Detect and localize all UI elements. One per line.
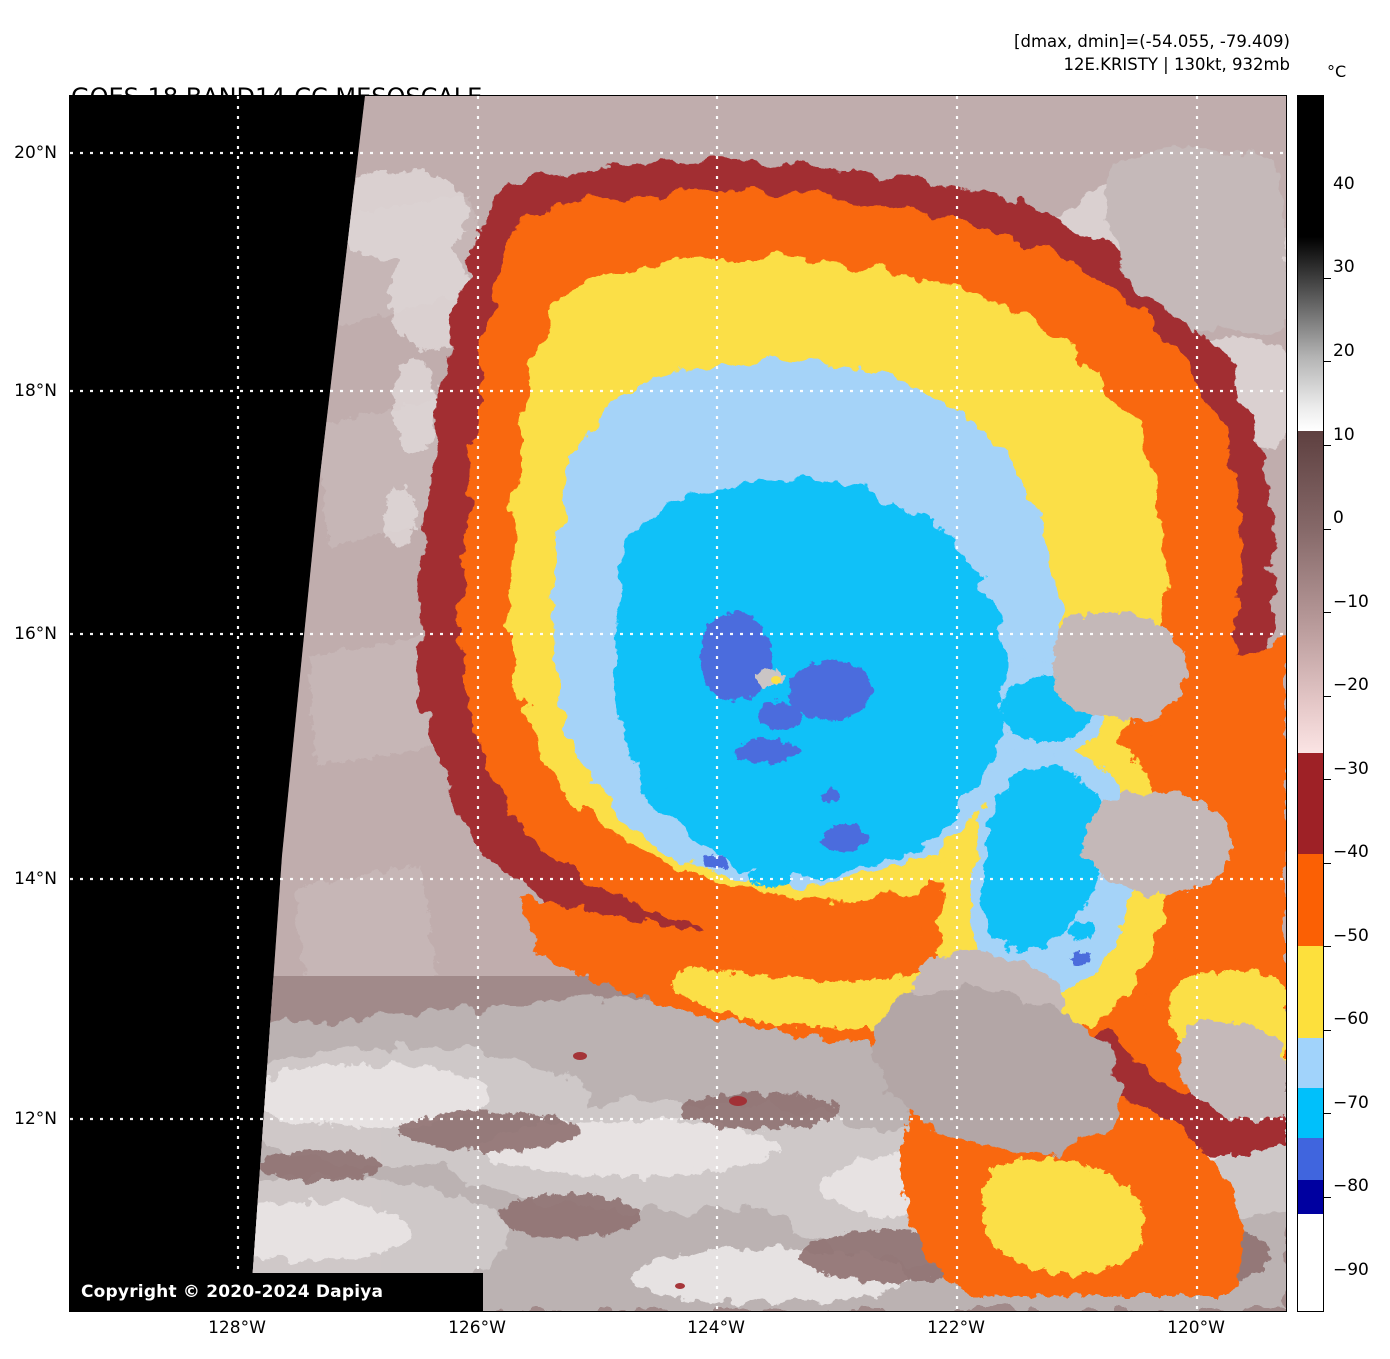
ytick-label-18n: 18°N <box>14 381 57 401</box>
cbar-label-40: 40 <box>1333 174 1355 194</box>
data-minmax-label: [dmax, dmin]=(-54.055, -79.409) <box>1014 32 1290 51</box>
cbar-tick-mark-m70 <box>1323 1197 1331 1199</box>
ytick-label-12n: 12°N <box>14 1109 57 1129</box>
colorbar-units-label: °C <box>1327 62 1347 81</box>
cbar-tick-mark-40 <box>1323 278 1331 280</box>
ytick-label-16n: 16°N <box>14 624 57 644</box>
cbar-label-m50: −50 <box>1333 926 1369 946</box>
xtick-label-120w: 120°W <box>1167 1318 1225 1338</box>
storm-info-label: 12E.KRISTY | 130kt, 932mb <box>1063 55 1290 74</box>
cbar-label-20: 20 <box>1333 341 1355 361</box>
cbar-tick-mark-m30 <box>1323 863 1331 865</box>
colorbar[interactable] <box>1297 95 1324 1312</box>
cbar-tick-mark-m50 <box>1323 1030 1331 1032</box>
cbar-label-m60: −60 <box>1333 1009 1369 1029</box>
cbar-tick-mark-0 <box>1323 612 1331 614</box>
cbar-label-m90: −90 <box>1333 1260 1369 1280</box>
xtick-label-122w: 122°W <box>927 1318 985 1338</box>
cbar-tick-mark-m10 <box>1323 696 1331 698</box>
colorbar-gradient <box>1298 96 1323 1311</box>
cbar-label-m20: −20 <box>1333 675 1369 695</box>
graticule <box>70 96 1286 1311</box>
cbar-tick-mark-10 <box>1323 529 1331 531</box>
cbar-label-30: 30 <box>1333 257 1355 277</box>
metadata-block: [dmax, dmin]=(-54.055, -79.409) 12E.KRIS… <box>1014 30 1290 76</box>
cbar-tick-mark-m60 <box>1323 1113 1331 1115</box>
cbar-tick-mark-m40 <box>1323 946 1331 948</box>
satellite-image-plot[interactable]: Copyright © 2020-2024 Dapiya <box>69 95 1287 1312</box>
cbar-label-m80: −80 <box>1333 1176 1369 1196</box>
xtick-label-126w: 126°W <box>448 1318 506 1338</box>
ytick-label-20n: 20°N <box>14 143 57 163</box>
cbar-label-10: 10 <box>1333 425 1355 445</box>
cbar-tick-mark-20 <box>1323 445 1331 447</box>
cbar-label-m30: −30 <box>1333 759 1369 779</box>
cbar-label-m40: −40 <box>1333 842 1369 862</box>
ytick-label-14n: 14°N <box>14 869 57 889</box>
xtick-label-124w: 124°W <box>687 1318 745 1338</box>
cbar-tick-mark-m20 <box>1323 779 1331 781</box>
satellite-imagery <box>70 96 1286 1311</box>
cbar-label-0: 0 <box>1333 508 1344 528</box>
copyright-banner: Copyright © 2020-2024 Dapiya <box>70 1273 483 1311</box>
cbar-label-m70: −70 <box>1333 1093 1369 1113</box>
copyright-text: Copyright © 2020-2024 Dapiya <box>81 1282 384 1302</box>
xtick-label-128w: 128°W <box>208 1318 266 1338</box>
cbar-label-m10: −10 <box>1333 592 1369 612</box>
cbar-tick-mark-30 <box>1323 361 1331 363</box>
